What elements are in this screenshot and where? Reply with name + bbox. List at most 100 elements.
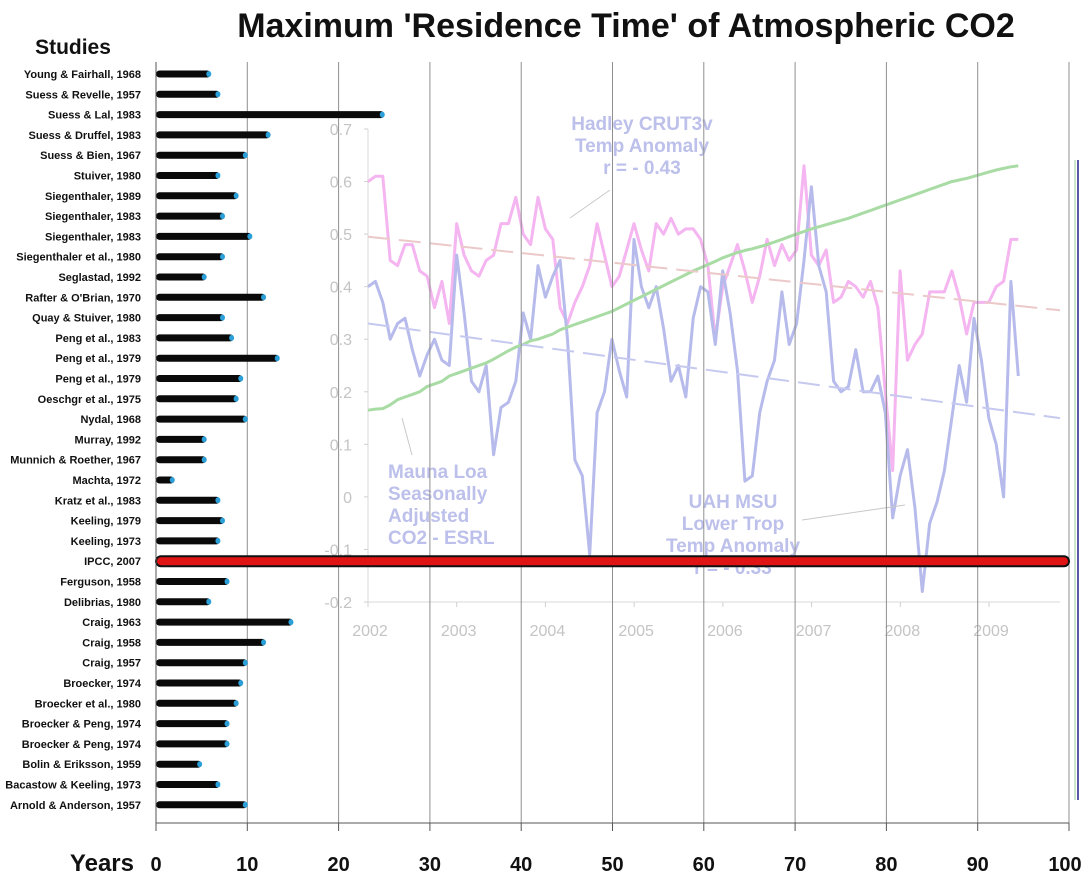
bar	[156, 496, 220, 504]
category-label: Craig, 1958	[82, 637, 141, 649]
inset-y-tick-label: 0.3	[330, 332, 352, 349]
x-tick-label: 70	[784, 854, 806, 876]
category-label: Peng et al., 1983	[55, 333, 141, 345]
category-label: Keeling, 1973	[71, 536, 141, 548]
inset-trend-line	[367, 322, 1061, 420]
bar	[156, 415, 248, 423]
chart-title: Maximum 'Residence Time' of Atmospheric …	[237, 7, 1015, 45]
inset-series-line	[367, 164, 1019, 473]
bar-end-cap	[261, 294, 267, 301]
bar	[156, 395, 239, 403]
bar-end-cap	[242, 416, 248, 423]
bar-end-cap	[215, 537, 221, 544]
bar	[156, 435, 207, 443]
inset-x-tick-label: 2009	[973, 623, 1009, 640]
category-label: Rafter & O'Brian, 1970	[25, 292, 141, 304]
inset-annotation-line: Seasonally	[388, 484, 488, 505]
category-label: Peng et al., 1979	[55, 374, 141, 386]
bar-end-cap	[206, 71, 212, 77]
inset-y-tick-label: 0	[343, 490, 352, 507]
bar-highlight	[155, 555, 1070, 568]
bar	[156, 70, 211, 78]
x-tick-label: 20	[327, 854, 349, 876]
category-label: Quay & Stuiver, 1980	[32, 313, 141, 325]
inset-annotation-line: r = - 0.43	[603, 158, 681, 179]
category-label: Broecker et al., 1980	[35, 698, 141, 710]
category-labels: Young & Fairhall, 1968 Suess & Revelle, 1…	[5, 69, 142, 812]
bar	[156, 354, 280, 362]
bar	[156, 151, 248, 159]
inset-trend-line	[367, 235, 1061, 312]
category-label: Delibrias, 1980	[64, 597, 141, 609]
inset-series-line	[367, 185, 1020, 593]
bar	[156, 659, 248, 667]
category-label: Ferguson, 1958	[60, 577, 141, 589]
bar-end-cap	[215, 91, 221, 98]
bar	[156, 699, 239, 707]
category-label: Munnich & Roether, 1967	[10, 455, 141, 467]
bar-end-cap	[201, 274, 207, 280]
bar	[156, 172, 220, 179]
inset-annotation-line: CO2 - ESRL	[388, 528, 495, 549]
inset-y-tick-label: 0.5	[330, 227, 352, 244]
bar	[156, 517, 225, 525]
bar-end-cap	[169, 477, 175, 483]
bar	[156, 781, 220, 788]
inset-annotation-line: UAH MSU	[689, 492, 778, 513]
x-tick-label: 100	[1048, 854, 1081, 876]
inset-y-tick-label: 0.4	[330, 280, 352, 297]
category-header: Studies	[35, 36, 111, 59]
bar	[156, 537, 220, 545]
inset-annotation-line: Mauna Loa	[388, 462, 488, 483]
grid-lines	[246, 62, 1070, 823]
inset-x-tick-label: 2002	[352, 623, 388, 640]
bar-end-cap	[242, 801, 248, 808]
annotation-pointer	[569, 189, 611, 219]
bar-end-cap	[233, 192, 239, 199]
category-label: Arnold & Anderson, 1957	[10, 800, 141, 812]
bar	[156, 679, 243, 687]
bar	[156, 618, 293, 626]
bar-end-cap	[379, 111, 385, 118]
bar-end-cap	[219, 213, 225, 220]
bar	[156, 111, 385, 119]
inset-annotation-line: Temp Anomaly	[575, 136, 710, 157]
x-tick-label: 40	[510, 854, 532, 876]
bar-end-cap	[238, 375, 244, 382]
category-label: Siegenthaler, 1983	[45, 231, 141, 243]
bar-end-cap	[274, 355, 280, 362]
category-label: Broecker & Peng, 1974	[22, 719, 142, 731]
category-label: Siegenthaler, 1989	[45, 191, 141, 203]
bar-end-cap	[219, 314, 225, 321]
bar-end-cap	[242, 152, 248, 159]
inset-x-tick-label: 2004	[530, 623, 566, 640]
category-label: IPCC, 2007	[84, 556, 141, 568]
inset-y-tick-label: 0.6	[330, 175, 352, 192]
bar	[156, 273, 207, 281]
bar	[156, 192, 239, 200]
x-tick-label: 60	[693, 854, 715, 876]
bar-end-cap	[288, 619, 294, 626]
category-label: Nydal, 1968	[80, 414, 141, 426]
x-tick-label: 0	[150, 854, 161, 876]
bar	[156, 253, 225, 261]
bar	[156, 578, 230, 585]
x-tick-label: 10	[236, 854, 258, 876]
bar	[156, 212, 225, 220]
category-label: Murray, 1992	[75, 434, 141, 446]
category-label: Suess & Druffel, 1983	[29, 130, 142, 142]
bar-series	[155, 70, 1070, 809]
inset-series-line	[367, 164, 1019, 412]
inset-x-tick-label: 2007	[796, 623, 832, 640]
category-label: Craig, 1957	[82, 658, 141, 670]
bar	[156, 476, 175, 484]
inset-x-tick-label: 2008	[885, 623, 921, 640]
bar-end-cap	[224, 720, 230, 727]
inset-annotation-line: Lower Trop	[682, 514, 784, 535]
category-label: Suess & Lal, 1983	[48, 110, 141, 122]
bar	[156, 801, 248, 809]
bar	[156, 131, 271, 139]
bar-end-cap	[206, 598, 212, 605]
bar	[156, 598, 211, 606]
